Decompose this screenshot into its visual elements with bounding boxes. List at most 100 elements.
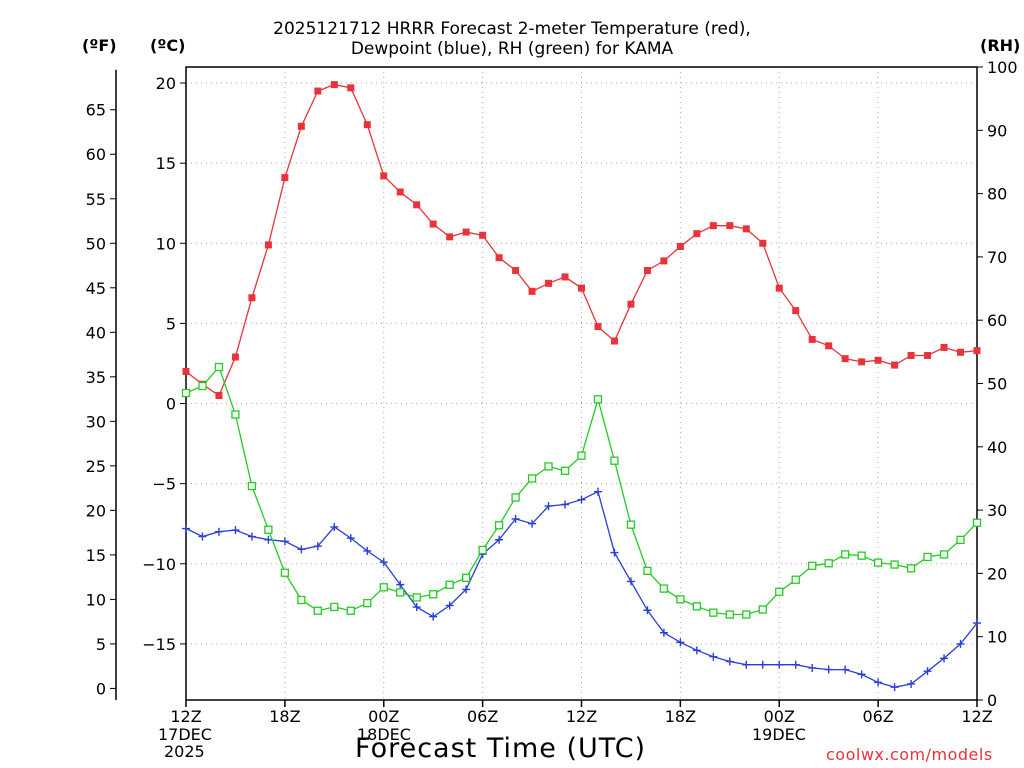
rh-tick-label: 40 <box>987 438 1007 457</box>
fahrenheit-tick-label: 25 <box>86 457 106 476</box>
year-label: 2025 <box>164 742 205 761</box>
rh-point <box>593 395 603 404</box>
rh-point <box>841 550 850 559</box>
temperature-point <box>594 323 602 331</box>
temperature-point <box>264 241 272 249</box>
temperature-point <box>676 242 684 250</box>
fahrenheit-tick-label: 40 <box>86 323 106 342</box>
rh-point <box>643 566 652 576</box>
rh-point <box>527 474 537 483</box>
rh-point <box>346 606 355 615</box>
dewpoint-point <box>231 526 240 535</box>
rh-point <box>313 606 322 615</box>
rh-point <box>330 602 339 612</box>
fahrenheit-tick-label: 15 <box>86 546 106 565</box>
fahrenheit-tick-label: 60 <box>86 145 106 164</box>
fahrenheit-tick-label: 5 <box>96 635 106 654</box>
rh-point <box>396 588 405 597</box>
temperature-point <box>561 273 569 281</box>
fahrenheit-tick-label: 35 <box>86 368 106 387</box>
rh-tick-label: 90 <box>987 121 1007 140</box>
dewpoint-point <box>643 606 652 615</box>
dewpoint-point <box>857 670 866 679</box>
dewpoint-point <box>198 532 207 541</box>
rh-point <box>445 580 454 589</box>
dewpoint-point <box>247 532 256 541</box>
rh-point <box>577 451 586 460</box>
rh-point <box>264 525 273 534</box>
temperature-point <box>792 307 800 315</box>
temperature-point <box>330 81 338 89</box>
celsius-tick-label: −15 <box>142 635 176 654</box>
temperature-point <box>182 367 190 375</box>
temperature-point <box>973 347 981 355</box>
fahrenheit-tick-label: 20 <box>86 501 106 520</box>
dewpoint-point <box>725 657 734 666</box>
celsius-tick-label: 15 <box>156 154 176 173</box>
rh-tick-label: 80 <box>987 185 1007 204</box>
date-label-17dec: 17DEC <box>158 725 212 744</box>
temperature-point <box>528 287 536 295</box>
temperature-point <box>660 257 668 265</box>
celsius-tick-label: 5 <box>166 314 176 333</box>
temperature-point <box>858 358 866 366</box>
rh-point <box>231 410 240 419</box>
rh-point <box>956 535 965 545</box>
rh-point <box>560 466 570 476</box>
rh-point <box>429 590 438 599</box>
rh-point <box>824 559 833 568</box>
temperature-point <box>874 356 882 364</box>
rh-point <box>198 381 207 391</box>
dewpoint-point <box>659 628 668 637</box>
fahrenheit-unit-label: (ºF) <box>82 36 117 55</box>
rh-point <box>972 518 982 527</box>
dewpoint-point <box>577 495 586 504</box>
rh-point <box>511 493 520 502</box>
rh-point <box>906 564 916 573</box>
rh-point <box>775 587 784 596</box>
dewpoint-point <box>758 660 767 669</box>
dewpoint-point <box>791 660 800 669</box>
dewpoint-point <box>528 519 537 528</box>
temperature-point <box>578 284 585 292</box>
rh-tick-label: 70 <box>987 248 1007 267</box>
fahrenheit-tick-label: 50 <box>86 234 106 253</box>
dewpoint-point <box>841 665 850 674</box>
dewpoint-point <box>346 534 355 543</box>
x-tick-label: 12Z <box>170 707 201 726</box>
temperature-point <box>363 121 371 129</box>
dewpoint-point <box>709 652 718 661</box>
temperature-point <box>281 174 289 182</box>
dewpoint-point <box>940 654 949 663</box>
rh-point <box>791 575 800 584</box>
fahrenheit-tick-label: 65 <box>86 101 106 120</box>
dewpoint-point <box>379 558 388 567</box>
temperature-point <box>627 300 635 308</box>
dewpoint-point <box>495 535 504 544</box>
rh-point <box>890 560 899 569</box>
temperature-point <box>924 351 932 359</box>
temperature-point <box>396 188 404 196</box>
temperature-point <box>709 222 717 230</box>
rh-point <box>939 550 949 559</box>
rh-unit-label: (RH) <box>980 36 1021 55</box>
dewpoint-point <box>874 678 883 687</box>
temperature-point <box>759 239 767 247</box>
temperature-point <box>297 122 305 130</box>
temperature-point <box>380 172 388 180</box>
temperature-point <box>495 254 503 262</box>
temperature-point <box>775 284 783 292</box>
x-tick-label: 12Z <box>566 707 597 726</box>
rh-point <box>676 595 685 604</box>
dewpoint-point <box>330 522 339 531</box>
rh-point <box>626 520 636 529</box>
celsius-tick-label: 0 <box>166 395 176 414</box>
temperature-point <box>742 225 750 233</box>
credit-link[interactable]: coolwx.com/models <box>826 745 993 764</box>
temperature-point <box>693 230 701 238</box>
temperature-point <box>248 294 256 302</box>
dewpoint-point <box>214 527 223 536</box>
dewpoint-point <box>890 683 899 692</box>
date-label-19dec: 19DEC <box>752 725 806 744</box>
temperature-point <box>231 353 239 361</box>
